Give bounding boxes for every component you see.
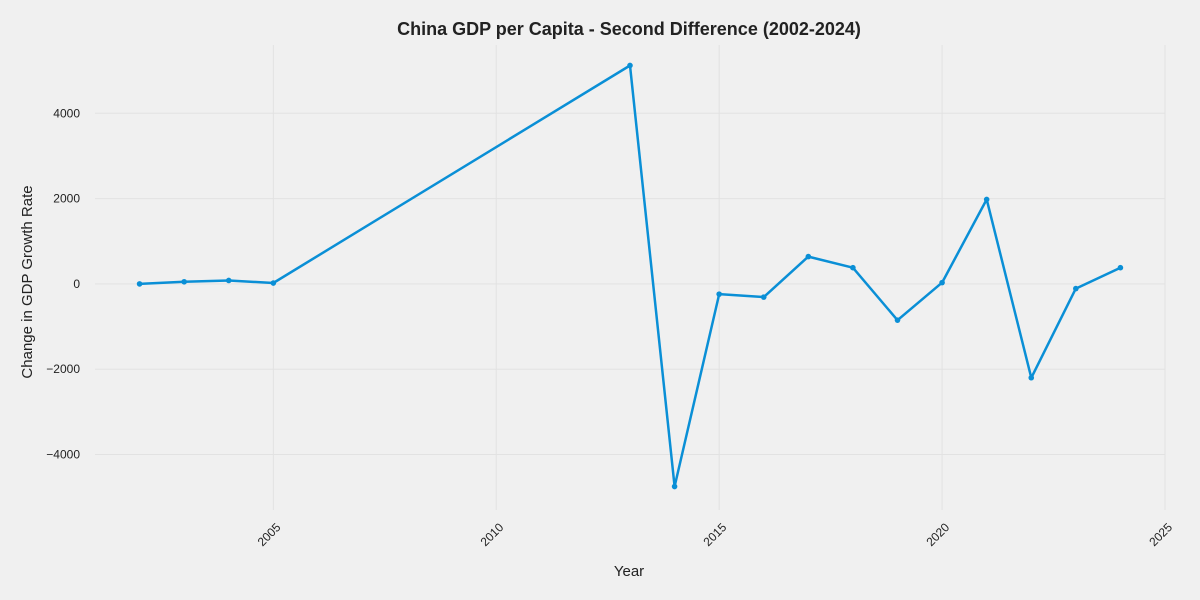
data-point [1028, 374, 1035, 381]
series-line [139, 64, 1121, 488]
data-point [1073, 285, 1079, 292]
y-axis-ticks: −4000 −2000 0 2000 4000 [46, 106, 80, 461]
data-point [225, 277, 232, 284]
data-point [181, 278, 187, 285]
data-point [983, 196, 990, 203]
y-tick-label: −4000 [46, 448, 80, 462]
y-tick-label: −2000 [46, 362, 80, 376]
data-point [627, 62, 633, 69]
data-point [270, 280, 277, 286]
data-points [136, 62, 1124, 490]
data-point [760, 294, 767, 300]
data-point [850, 264, 856, 271]
data-point [894, 317, 901, 323]
x-axis-label: Year [614, 563, 644, 580]
data-point [716, 291, 722, 297]
y-tick-label: 2000 [53, 192, 80, 206]
data-point [939, 279, 945, 286]
y-axis-label: Change in GDP Growth Rate [19, 185, 36, 378]
data-point [805, 253, 812, 260]
y-tick-label: 0 [73, 277, 80, 291]
y-tick-label: 4000 [53, 106, 80, 120]
data-point [671, 483, 678, 490]
data-point [1117, 264, 1124, 271]
chart-title: China GDP per Capita - Second Difference… [397, 19, 861, 39]
data-point [136, 281, 143, 287]
